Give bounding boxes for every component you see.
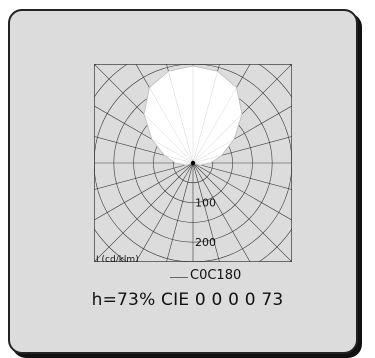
grid-spoke [94,162,194,221]
footer-caption: h=73% CIE 0 0 0 0 73 [91,290,284,310]
curve-spoke [192,65,242,164]
curve-spoke [192,65,242,164]
center-point [190,160,196,166]
grid-spoke [135,162,194,262]
curve-spoke [144,65,194,164]
grid-spoke [94,136,194,164]
unit-label: I (cd/klm) [96,255,139,262]
grid-spoke [192,162,292,262]
polar-intensity-diagram: 100 200 I (cd/klm) [94,64,292,262]
grid-spoke [192,162,292,190]
curve-spoke [144,65,194,164]
curve-spoke [144,65,194,164]
grid-spoke [192,162,251,262]
legend-line-icon [170,277,188,278]
grid-spoke [166,162,194,262]
chart-card [8,9,358,354]
grid-spoke [192,136,292,164]
grid-spoke [94,162,194,190]
grid-spoke [94,162,194,262]
ring-label: 200 [195,236,216,249]
ring-label: 100 [195,197,216,210]
curve-spoke [192,65,242,164]
grid-spoke [192,162,292,221]
legend-label: C0C180 [190,268,242,283]
grid-spoke [192,162,220,262]
